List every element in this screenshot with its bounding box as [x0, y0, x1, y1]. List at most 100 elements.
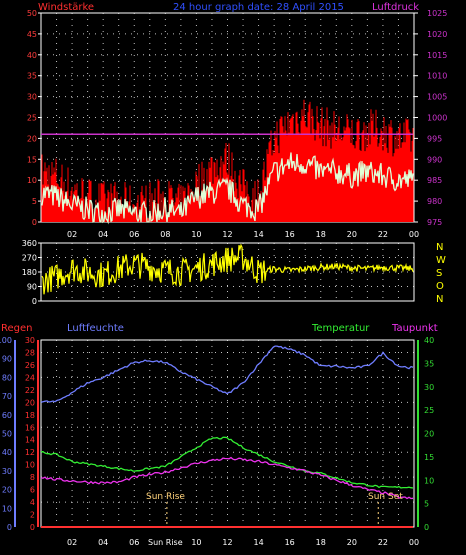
direction-tick-label: 0	[32, 297, 37, 306]
wind-tick-label: 0	[32, 218, 37, 227]
direction-tick-label: 90	[27, 283, 37, 292]
temperature-tick-label: 0	[424, 523, 429, 532]
pressure-tick-label: 1010	[427, 72, 447, 81]
wind-axis-label: Windstärke	[38, 2, 94, 13]
rain-tick-label: 8	[30, 473, 35, 482]
humidity-tick-label: 30	[2, 467, 12, 476]
wind-tick-label: 45	[27, 30, 37, 39]
climate-x-tick-label: 04	[98, 538, 108, 547]
wind-x-tick-label: 00	[409, 230, 419, 239]
humidity-tick-label: 0	[7, 523, 12, 532]
pressure-tick-label: 1020	[427, 30, 447, 39]
wind-tick-label: 50	[27, 9, 37, 18]
rain-tick-label: 22	[25, 386, 35, 395]
pressure-tick-label: 990	[427, 155, 442, 164]
pressure-axis-label: Luftdruck	[372, 2, 419, 13]
climate-x-tick-label: 06	[129, 538, 139, 547]
temperature-tick-label: 20	[424, 430, 434, 439]
humidity-tick-label: 100	[0, 336, 12, 345]
temperature-tick-label: 40	[424, 336, 434, 345]
pressure-tick-label: 1025	[427, 9, 447, 18]
rain-tick-label: 12	[25, 448, 35, 457]
wind-tick-label: 15	[27, 155, 37, 164]
rain-tick-label: 14	[25, 436, 35, 445]
climate-x-tick-label: 20	[347, 538, 357, 547]
direction-tick-label: 360	[22, 239, 37, 248]
temperature-line	[40, 436, 414, 489]
pressure-tick-label: 980	[427, 197, 442, 206]
rain-tick-label: 6	[30, 486, 35, 495]
humidity-tick-label: 60	[2, 411, 12, 420]
dewpoint-axis-label: Taupunkt	[391, 323, 438, 334]
wind-tick-label: 20	[27, 134, 37, 143]
pressure-tick-label: 1000	[427, 114, 447, 123]
climate-x-tick-label: 10	[191, 538, 201, 547]
compass-label: O	[436, 281, 444, 292]
wind-tick-label: 5	[32, 197, 37, 206]
wind-x-tick-label: 16	[285, 230, 295, 239]
humidity-tick-label: 50	[2, 430, 12, 439]
climate-x-tick-label: 18	[316, 538, 326, 547]
climate-panel-frame	[40, 339, 415, 528]
climate-x-tick-label: 16	[285, 538, 295, 547]
rain-tick-label: 30	[25, 336, 35, 345]
wind-x-tick-label: 14	[253, 230, 263, 239]
humidity-line	[40, 345, 414, 403]
climate-x-tick-label: 12	[222, 538, 232, 547]
wind-tick-label: 30	[27, 93, 37, 102]
compass-label: N	[436, 294, 443, 305]
wind-x-tick-label: 04	[98, 230, 108, 239]
rain-axis-label: Regen	[1, 323, 33, 334]
wind-tick-label: 40	[27, 51, 37, 60]
direction-tick-label: 270	[22, 254, 37, 263]
wind-x-tick-label: 10	[191, 230, 201, 239]
wind-tick-label: 35	[27, 72, 37, 81]
rain-tick-label: 10	[25, 461, 35, 470]
pressure-tick-label: 995	[427, 134, 442, 143]
climate-x-tick-label: 00	[409, 538, 419, 547]
rain-tick-label: 24	[25, 373, 35, 382]
climate-x-tick-label: 22	[378, 538, 388, 547]
sun-rise-label: Sun Rise	[146, 492, 185, 502]
temperature-tick-label: 30	[424, 383, 434, 392]
pressure-tick-label: 985	[427, 176, 442, 185]
wind-x-tick-label: 20	[347, 230, 357, 239]
humidity-axis-label: Luftfeuchte	[67, 323, 124, 334]
rain-tick-label: 26	[25, 361, 35, 370]
temperature-axis-label: Temperatur	[311, 323, 370, 334]
wind-x-tick-label: 08	[160, 230, 170, 239]
temperature-tick-label: 25	[424, 406, 434, 415]
dewpoint-line	[40, 456, 414, 500]
rain-tick-label: 2	[30, 511, 35, 520]
sun-set-label: Sun Set	[368, 492, 403, 502]
humidity-tick-label: 80	[2, 373, 12, 382]
climate-x-tick-label: 14	[253, 538, 263, 547]
pressure-tick-label: 975	[427, 218, 442, 227]
climate-x-tick-label: 02	[67, 538, 77, 547]
temperature-tick-label: 15	[424, 453, 434, 462]
humidity-tick-label: 70	[2, 392, 12, 401]
humidity-tick-label: 90	[2, 355, 12, 364]
direction-tick-label: 180	[22, 268, 37, 277]
wind-x-tick-label: 12	[222, 230, 232, 239]
humidity-tick-label: 10	[2, 504, 12, 513]
temperature-tick-label: 35	[424, 359, 434, 368]
wind-x-tick-label: 22	[378, 230, 388, 239]
compass-label: S	[436, 268, 442, 279]
rain-tick-label: 4	[30, 498, 35, 507]
rain-tick-label: 16	[25, 423, 35, 432]
wind-tick-label: 10	[27, 176, 37, 185]
rain-tick-label: 28	[25, 348, 35, 357]
compass-label: W	[436, 255, 446, 266]
humidity-tick-label: 40	[2, 448, 12, 457]
wind-tick-label: 25	[27, 114, 37, 123]
rain-tick-label: 20	[25, 398, 35, 407]
compass-label: N	[436, 242, 443, 253]
wind-x-tick-label: 18	[316, 230, 326, 239]
direction-line	[41, 243, 414, 295]
wind-average-line	[41, 152, 414, 225]
rain-tick-label: 0	[30, 523, 35, 532]
humidity-tick-label: 20	[2, 486, 12, 495]
temperature-tick-label: 5	[424, 500, 429, 509]
